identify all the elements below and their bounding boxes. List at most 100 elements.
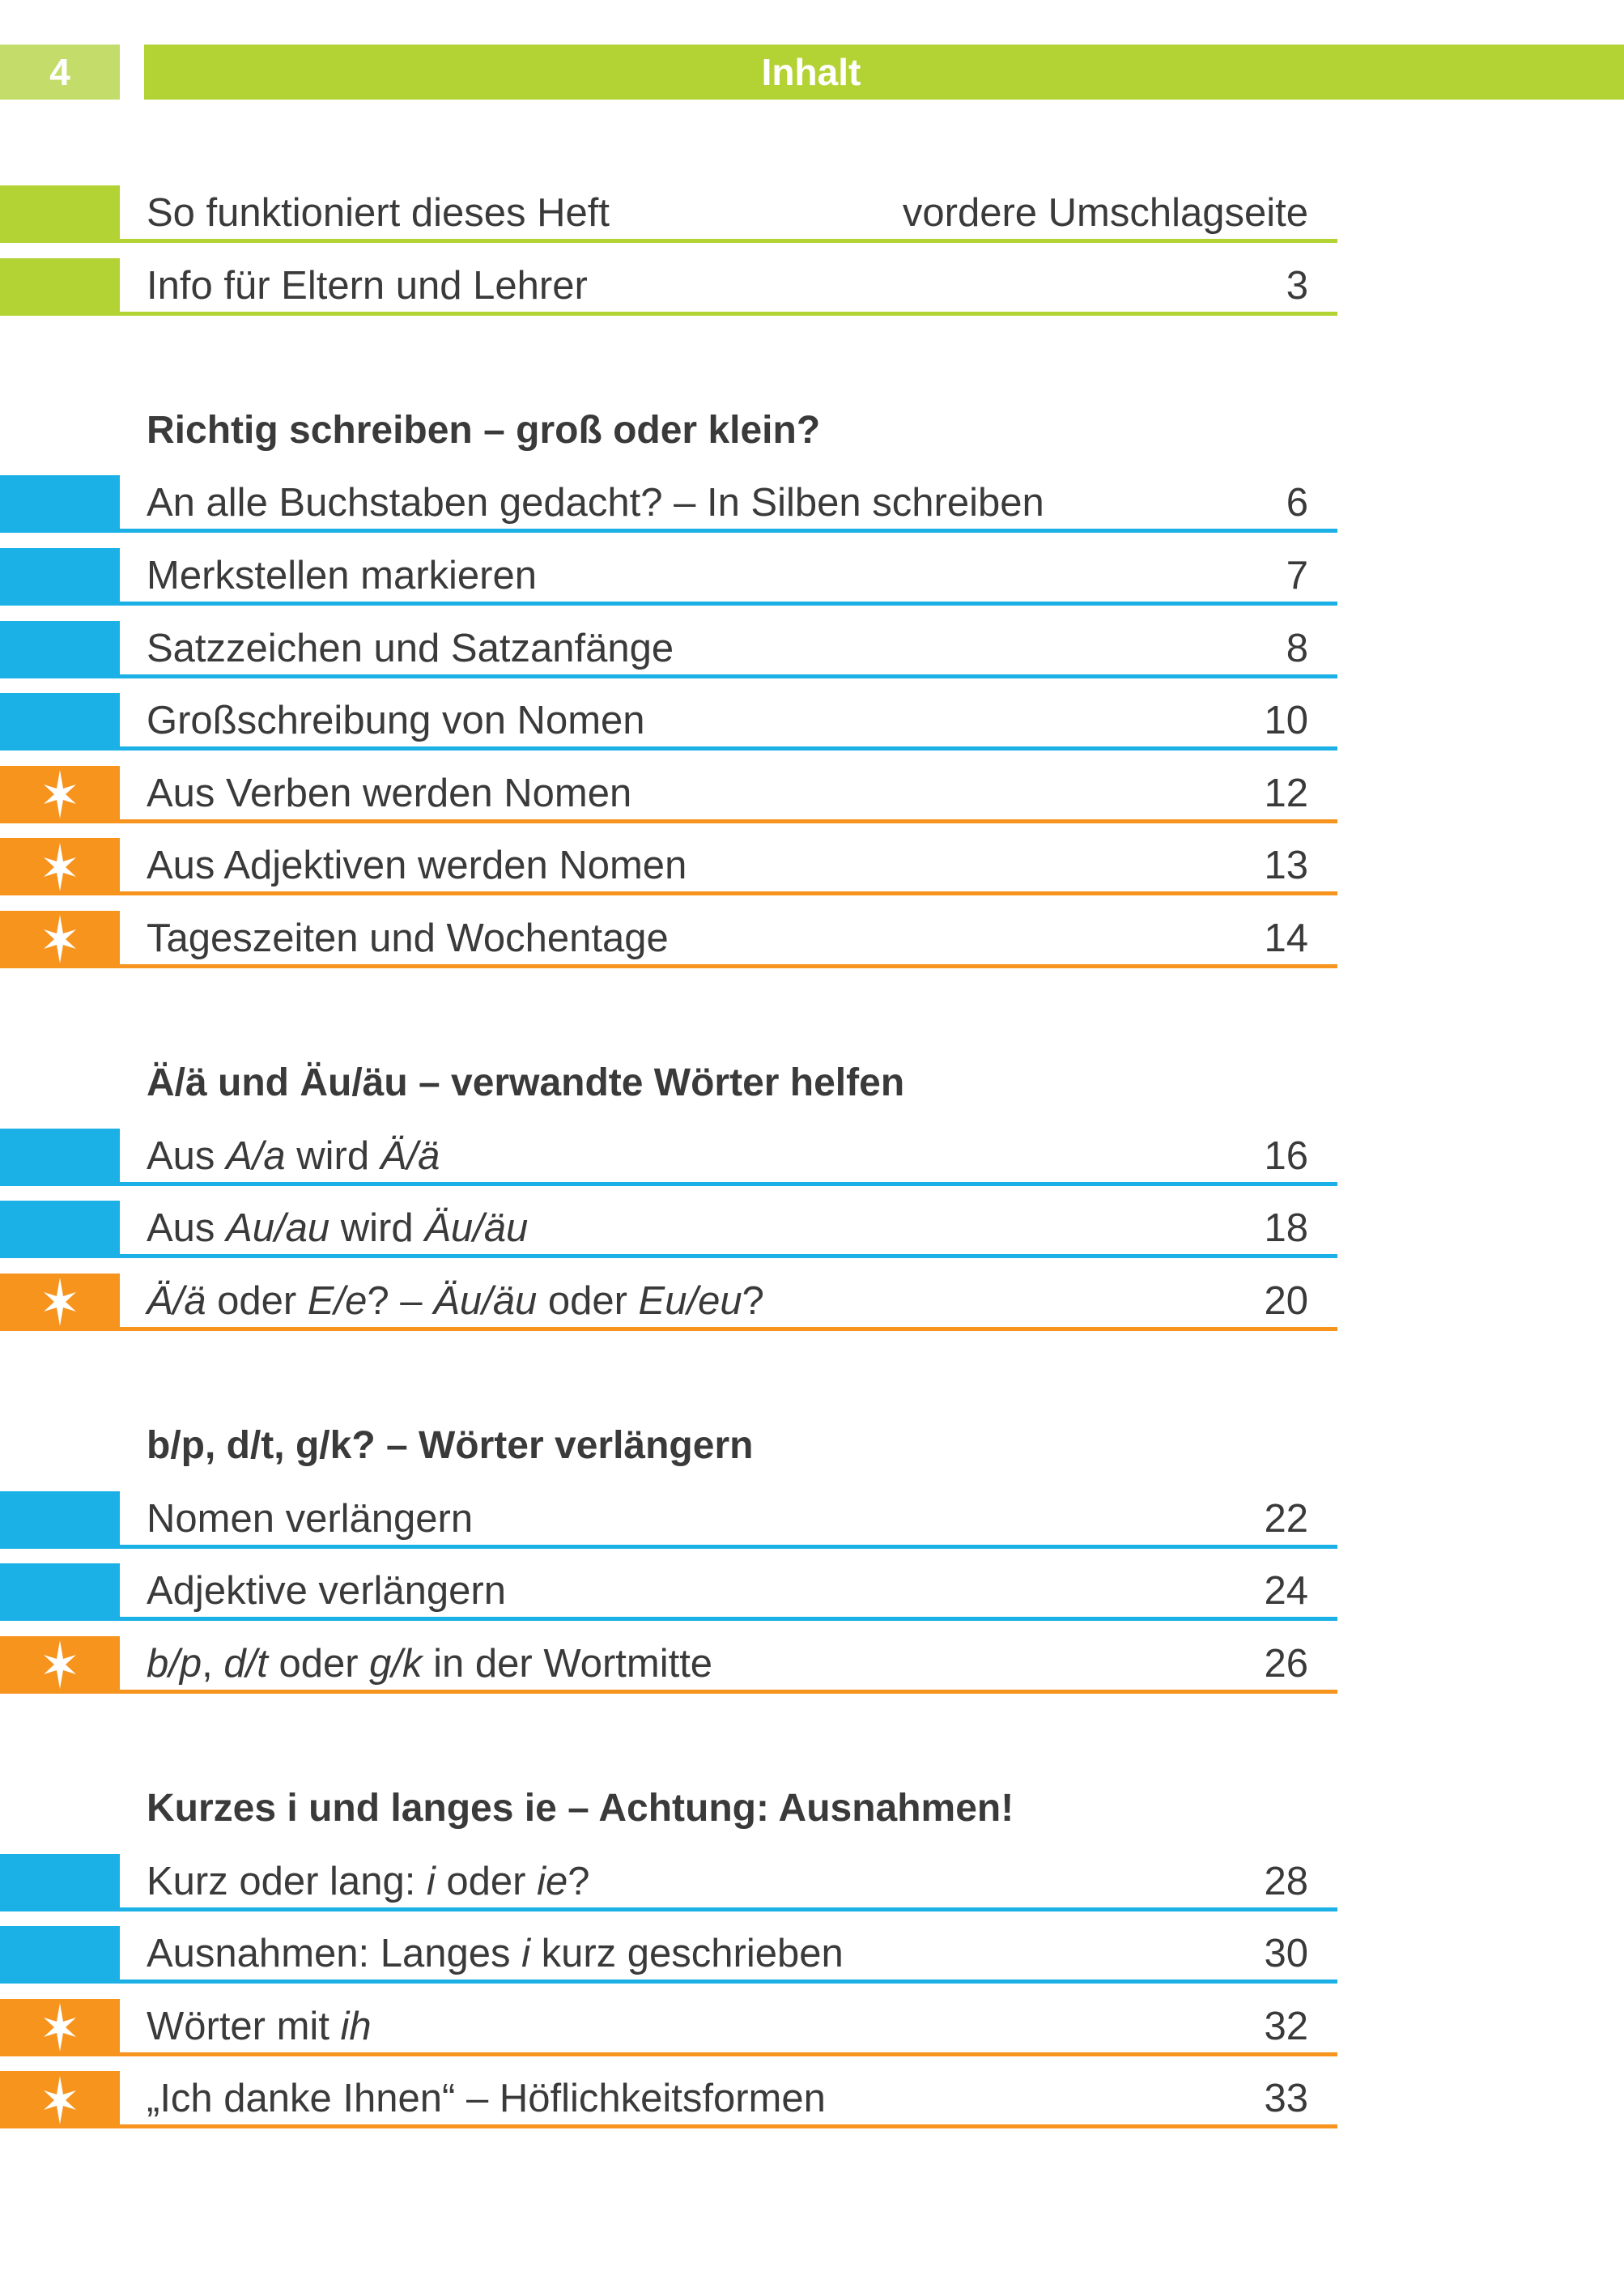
entry-text-segment: in der Wortmitte bbox=[422, 1641, 713, 1686]
entry-page: 10 bbox=[1264, 699, 1308, 743]
entry-page: 32 bbox=[1264, 2004, 1308, 2048]
entry-marker bbox=[0, 910, 120, 968]
page-title: Inhalt bbox=[144, 45, 1624, 100]
toc-entry[interactable]: An alle Buchstaben gedacht? – In Silben … bbox=[0, 475, 1337, 548]
entry-text-segment: b/p bbox=[147, 1641, 202, 1686]
entry-underline bbox=[120, 963, 1337, 968]
toc-entry[interactable]: Aus Verben werden Nomen 12 bbox=[0, 765, 1337, 839]
entry-marker bbox=[0, 1926, 120, 1984]
toc-entry[interactable]: Adjektive verlängern 24 bbox=[0, 1563, 1337, 1636]
entry-page: 8 bbox=[1286, 626, 1308, 670]
entry-text-segment: „Ich danke Ihnen“ – Höflichkeitsformen bbox=[147, 2077, 826, 2121]
entry-underline bbox=[120, 891, 1337, 896]
entry-marker bbox=[0, 1128, 120, 1186]
entry-underline bbox=[120, 239, 1337, 243]
entry-title: Nomen verlängern bbox=[147, 1495, 473, 1543]
star-icon bbox=[42, 842, 78, 892]
entry-text-segment: oder bbox=[267, 1641, 370, 1686]
entry-marker bbox=[0, 185, 120, 243]
toc-entry[interactable]: Aus A/a wird Ä/ä 16 bbox=[0, 1128, 1337, 1201]
entry-text-segment: g/k bbox=[369, 1641, 423, 1686]
toc-entry[interactable]: Ausnahmen: Langes i kurz geschrieben 30 bbox=[0, 1926, 1337, 1999]
entry-title: Tageszeiten und Wochentage bbox=[147, 914, 669, 963]
entry-marker bbox=[0, 2071, 120, 2129]
entry-page: 13 bbox=[1264, 844, 1308, 888]
entry-page: 33 bbox=[1264, 2077, 1308, 2121]
entry-title: „Ich danke Ihnen“ – Höflichkeitsformen bbox=[147, 2074, 826, 2123]
entry-underline bbox=[120, 1326, 1337, 1331]
entry-text-segment: oder bbox=[537, 1278, 639, 1323]
entry-text-segment: So funktioniert dieses Heft bbox=[147, 191, 610, 235]
toc-entry[interactable]: Ä/ä oder E/e? – Äu/äu oder Eu/eu? 20 bbox=[0, 1273, 1337, 1346]
entry-text-segment: Aus bbox=[147, 1133, 227, 1178]
entry-title: Aus A/a wird Ä/ä bbox=[147, 1132, 440, 1180]
entry-title: Wörter mit ih bbox=[147, 2002, 372, 2051]
entry-title: Kurz oder lang: i oder ie? bbox=[147, 1857, 590, 1906]
entry-underline bbox=[120, 1907, 1337, 1911]
entry-text-segment: An alle Buchstaben gedacht? – In Silben … bbox=[147, 481, 1044, 525]
entry-text-segment: oder bbox=[206, 1278, 308, 1323]
toc-entry[interactable]: Kurz oder lang: i oder ie? 28 bbox=[0, 1853, 1337, 1927]
entry-text-segment: ? bbox=[742, 1278, 764, 1323]
entry-text-segment: Aus Adjektiven werden Nomen bbox=[147, 844, 687, 888]
star-icon bbox=[42, 1639, 78, 1690]
section-heading-text: Richtig schreiben – groß oder klein? bbox=[147, 408, 821, 452]
entry-text-segment: Wörter mit bbox=[147, 2004, 341, 2048]
toc-entry[interactable]: Nomen verlängern 22 bbox=[0, 1490, 1337, 1564]
toc-entry[interactable]: Tageszeiten und Wochentage 14 bbox=[0, 910, 1337, 984]
entry-text-segment: Äu/äu bbox=[424, 1206, 529, 1251]
entry-page: 14 bbox=[1264, 916, 1308, 960]
toc-entry[interactable]: Info für Eltern und Lehrer 3 bbox=[0, 257, 1337, 331]
entry-marker bbox=[0, 1635, 120, 1694]
entry-text-segment: Eu/eu bbox=[638, 1278, 742, 1323]
entry-page: 26 bbox=[1264, 1641, 1308, 1686]
entry-marker bbox=[0, 620, 120, 678]
entry-marker bbox=[0, 257, 120, 316]
entry-title: Aus Adjektiven werden Nomen bbox=[147, 841, 687, 890]
entry-marker bbox=[0, 838, 120, 896]
entry-text-segment: Aus Verben werden Nomen bbox=[147, 771, 632, 815]
toc-entry[interactable]: Wörter mit ih 32 bbox=[0, 1998, 1337, 2072]
toc-entry[interactable]: Satzzeichen und Satzanfänge 8 bbox=[0, 620, 1337, 694]
toc-entry[interactable]: b/p, d/t oder g/k in der Wortmitte 26 bbox=[0, 1635, 1337, 1709]
toc-entry[interactable]: „Ich danke Ihnen“ – Höflichkeitsformen 3… bbox=[0, 2071, 1337, 2144]
entry-underline bbox=[120, 746, 1337, 751]
entry-underline bbox=[120, 311, 1337, 316]
entry-text-segment: Tageszeiten und Wochentage bbox=[147, 916, 669, 960]
entry-title: Ausnahmen: Langes i kurz geschrieben bbox=[147, 1929, 844, 1978]
entry-text-segment: ie bbox=[537, 1859, 568, 1903]
entry-page: 24 bbox=[1264, 1569, 1308, 1614]
toc-entry[interactable]: So funktioniert dieses Heft vordere Umsc… bbox=[0, 185, 1337, 258]
entry-title: Adjektive verlängern bbox=[147, 1567, 506, 1615]
entry-text-segment: Nomen verlängern bbox=[147, 1496, 474, 1541]
entry-underline bbox=[120, 601, 1337, 606]
entry-text-segment: ih bbox=[340, 2004, 372, 2048]
toc-entry[interactable]: Aus Au/au wird Äu/äu 18 bbox=[0, 1201, 1337, 1274]
entry-marker bbox=[0, 1490, 120, 1549]
entry-marker bbox=[0, 1853, 120, 1911]
entry-text-segment: Kurz oder lang: bbox=[147, 1859, 427, 1903]
entry-title: Aus Au/au wird Äu/äu bbox=[147, 1204, 528, 1252]
entry-underline bbox=[120, 1544, 1337, 1549]
entry-page: 7 bbox=[1286, 553, 1308, 597]
entry-marker bbox=[0, 475, 120, 534]
toc-entry[interactable]: Aus Adjektiven werden Nomen 13 bbox=[0, 838, 1337, 911]
toc-entry[interactable]: Merkstellen markieren 7 bbox=[0, 547, 1337, 621]
entry-underline bbox=[120, 1689, 1337, 1694]
entry-underline bbox=[120, 1181, 1337, 1186]
toc-entry[interactable]: Großschreibung von Nomen 10 bbox=[0, 693, 1337, 766]
entry-text-segment: Großschreibung von Nomen bbox=[147, 699, 645, 743]
entry-page: 6 bbox=[1286, 481, 1308, 525]
entry-page: 18 bbox=[1264, 1206, 1308, 1251]
entry-text-segment: kurz geschrieben bbox=[530, 1932, 844, 1976]
entry-title: Satzzeichen und Satzanfänge bbox=[147, 624, 674, 673]
entry-underline bbox=[120, 819, 1337, 823]
entry-page: vordere Umschlagseite bbox=[902, 191, 1308, 235]
entry-page: 20 bbox=[1264, 1278, 1308, 1323]
section-heading: Ä/ä und Äu/äu – verwandte Wörter helfen bbox=[0, 1056, 1337, 1129]
entry-underline bbox=[120, 2052, 1337, 2056]
entry-marker bbox=[0, 1998, 120, 2056]
entry-marker bbox=[0, 1273, 120, 1331]
entry-page: 16 bbox=[1264, 1133, 1308, 1178]
entry-underline bbox=[120, 529, 1337, 534]
